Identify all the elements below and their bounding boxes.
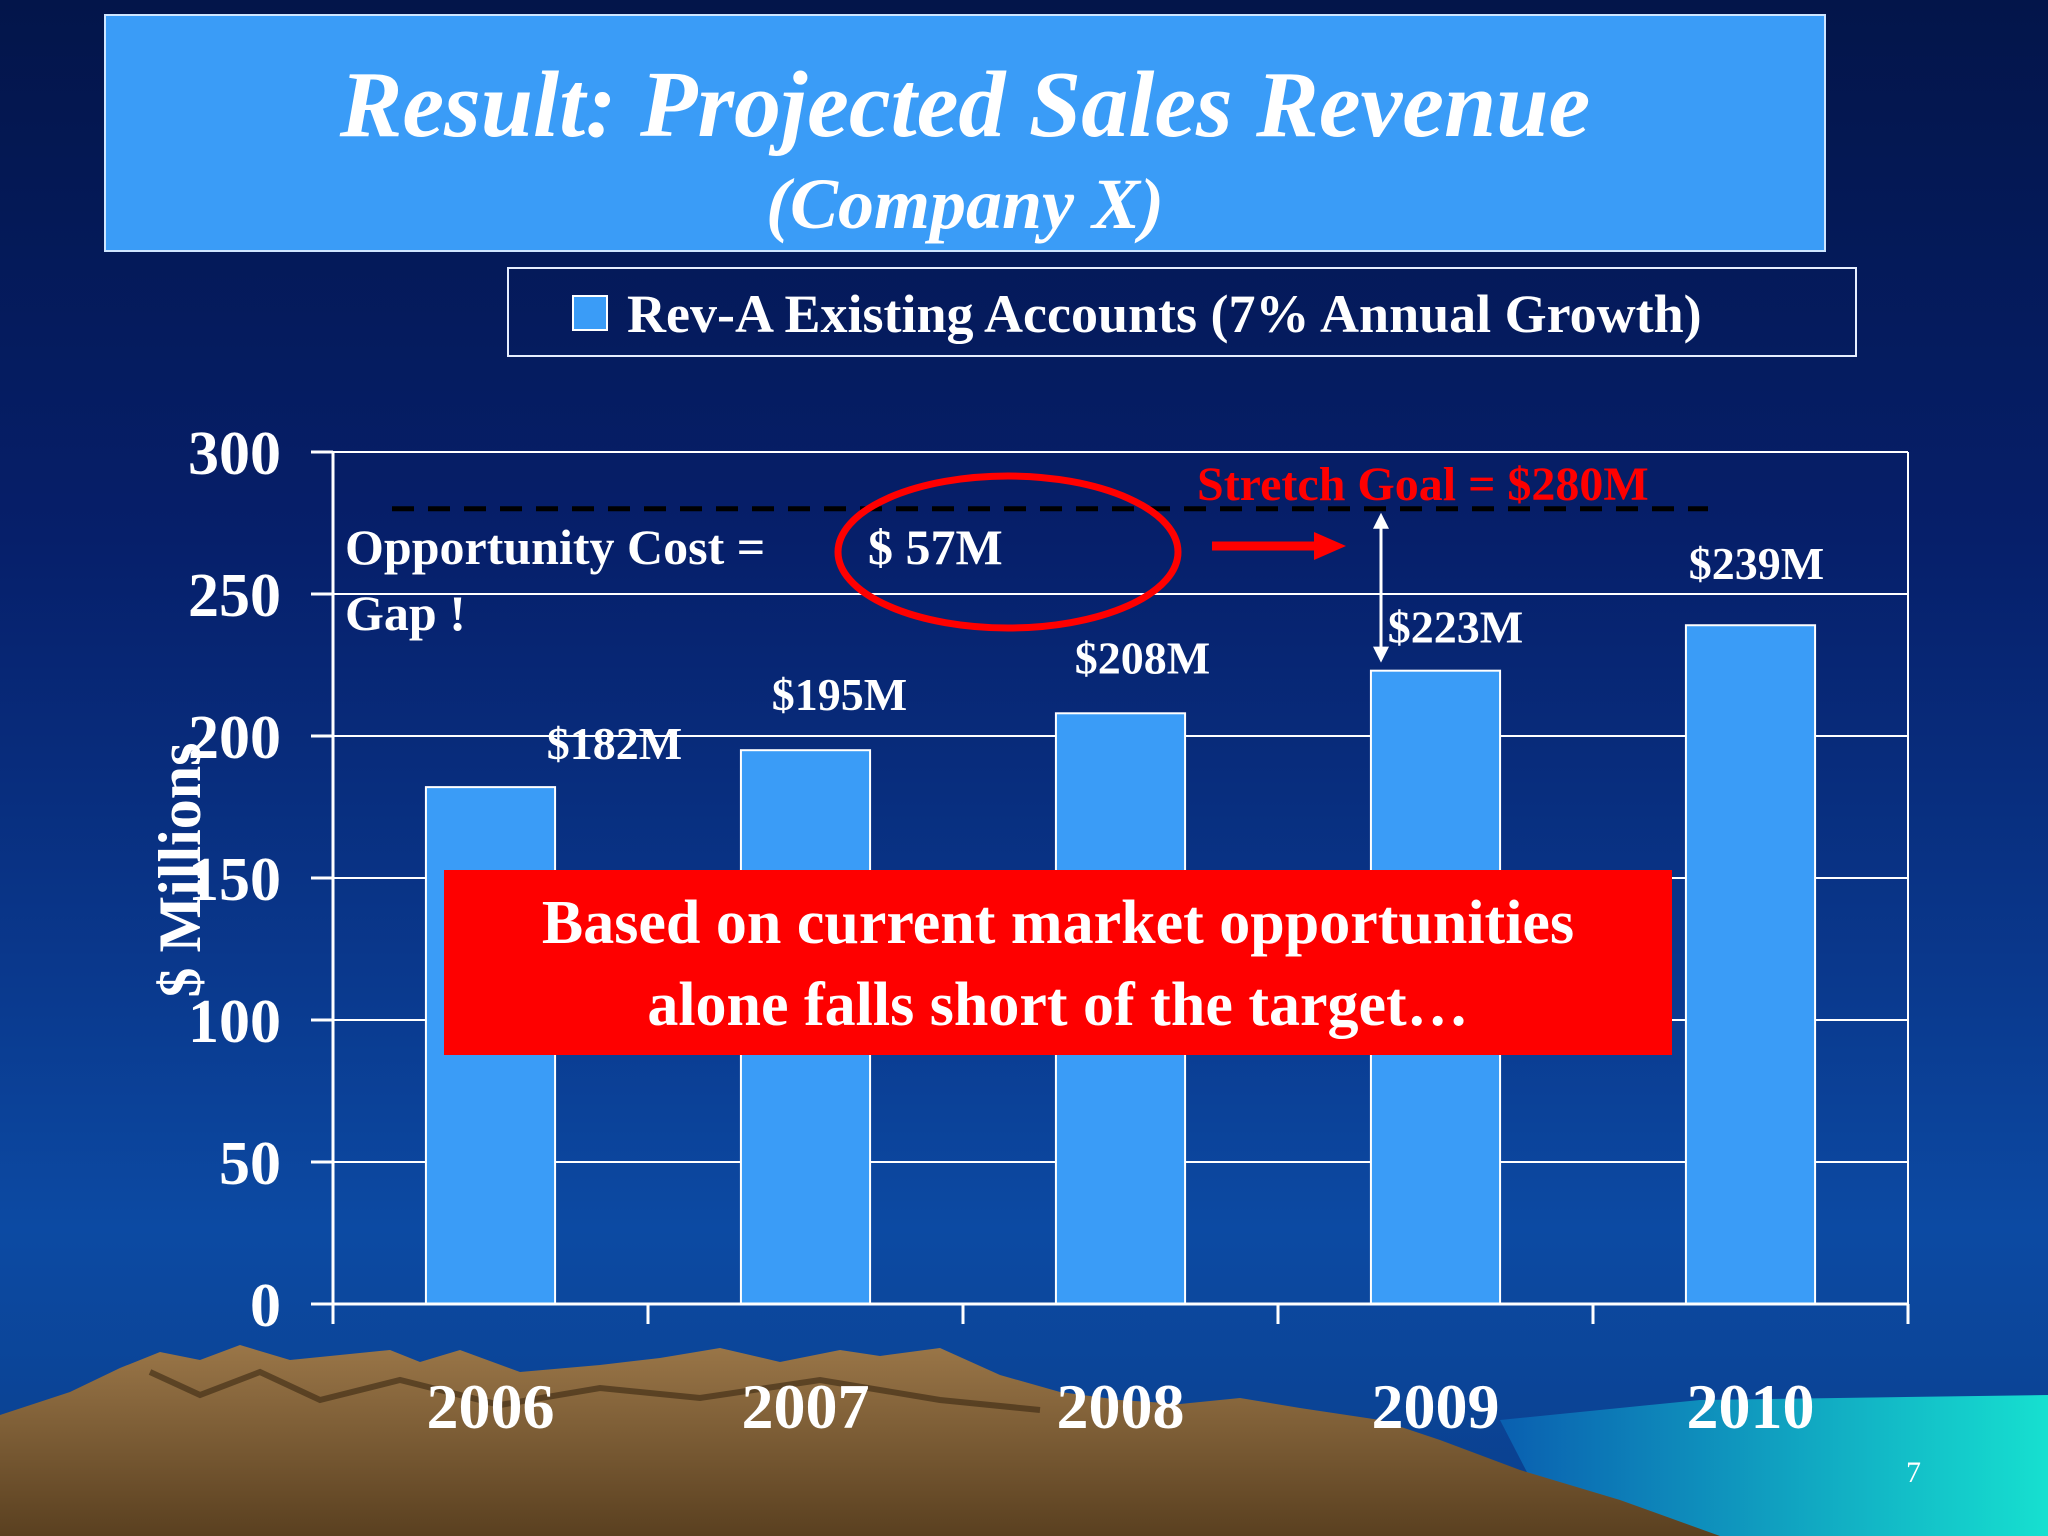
slide-subtitle: (Company X) — [765, 164, 1164, 244]
red-arrow-icon — [1212, 532, 1346, 560]
opportunity-cost-label: Opportunity Cost = — [345, 519, 765, 575]
data-label: $239M — [1689, 538, 1824, 589]
x-tick-label: 2009 — [1372, 1371, 1500, 1442]
highlight-ellipse — [834, 472, 1182, 632]
mountain-ridge-shadow — [148, 1368, 1041, 1413]
slide-title: Result: Projected Sales Revenue — [339, 53, 1591, 157]
stretch-goal-label: Stretch Goal = $280M — [1197, 458, 1649, 511]
y-tick-label: 50 — [219, 1130, 281, 1198]
chart-legend: Rev-A Existing Accounts (7% Annual Growt… — [507, 267, 1857, 357]
opportunity-cost-value: $ 57M — [868, 519, 1003, 575]
y-tick-label: 0 — [250, 1272, 281, 1340]
x-tick-label: 2008 — [1057, 1371, 1185, 1442]
y-tick-label: 300 — [188, 420, 281, 488]
sea-shape — [1500, 1395, 2048, 1536]
y-axis-label: $ Millions — [147, 742, 213, 997]
bar-2010 — [1684, 624, 1817, 1305]
data-label: $223M — [1388, 602, 1523, 653]
y-tick-label: 100 — [188, 988, 281, 1056]
x-tick-label: 2010 — [1687, 1371, 1815, 1442]
data-label: $195M — [772, 669, 907, 720]
data-label: $208M — [1075, 632, 1210, 683]
title-box: Result: Projected Sales Revenue (Company… — [104, 14, 1826, 252]
callout-line-1: Based on current market opportunities — [541, 889, 1575, 957]
legend-label: Rev-A Existing Accounts (7% Annual Growt… — [627, 284, 1702, 344]
y-tick-label: 200 — [188, 704, 281, 772]
x-tick-label: 2006 — [427, 1371, 555, 1442]
data-label: $182M — [547, 718, 682, 769]
gap-arrow-head-down-icon — [1373, 646, 1389, 663]
y-tick-label: 150 — [188, 846, 281, 914]
callout-box: Based on current market opportunities al… — [444, 870, 1672, 1055]
legend-swatch — [572, 295, 608, 331]
tick-labels: 0 50 100 150 200 250 300 2006 2007 2008 2009 2010 — [188, 420, 1815, 1442]
axes — [311, 450, 1910, 1324]
annotation-overlay — [392, 506, 1708, 663]
background-scenery — [0, 1345, 2048, 1536]
data-labels: $182M $195M $208M $223M $239M — [547, 538, 1824, 769]
mountain-shape — [0, 1345, 1720, 1536]
gap-arrow-head-up-icon — [1373, 512, 1389, 529]
page-number: 7 — [1906, 1456, 1921, 1489]
y-tick-label: 250 — [188, 562, 281, 630]
callout-line-2: alone falls short of the target… — [647, 971, 1469, 1039]
x-tick-label: 2007 — [742, 1371, 870, 1442]
gap-label: Gap ! — [345, 585, 466, 641]
